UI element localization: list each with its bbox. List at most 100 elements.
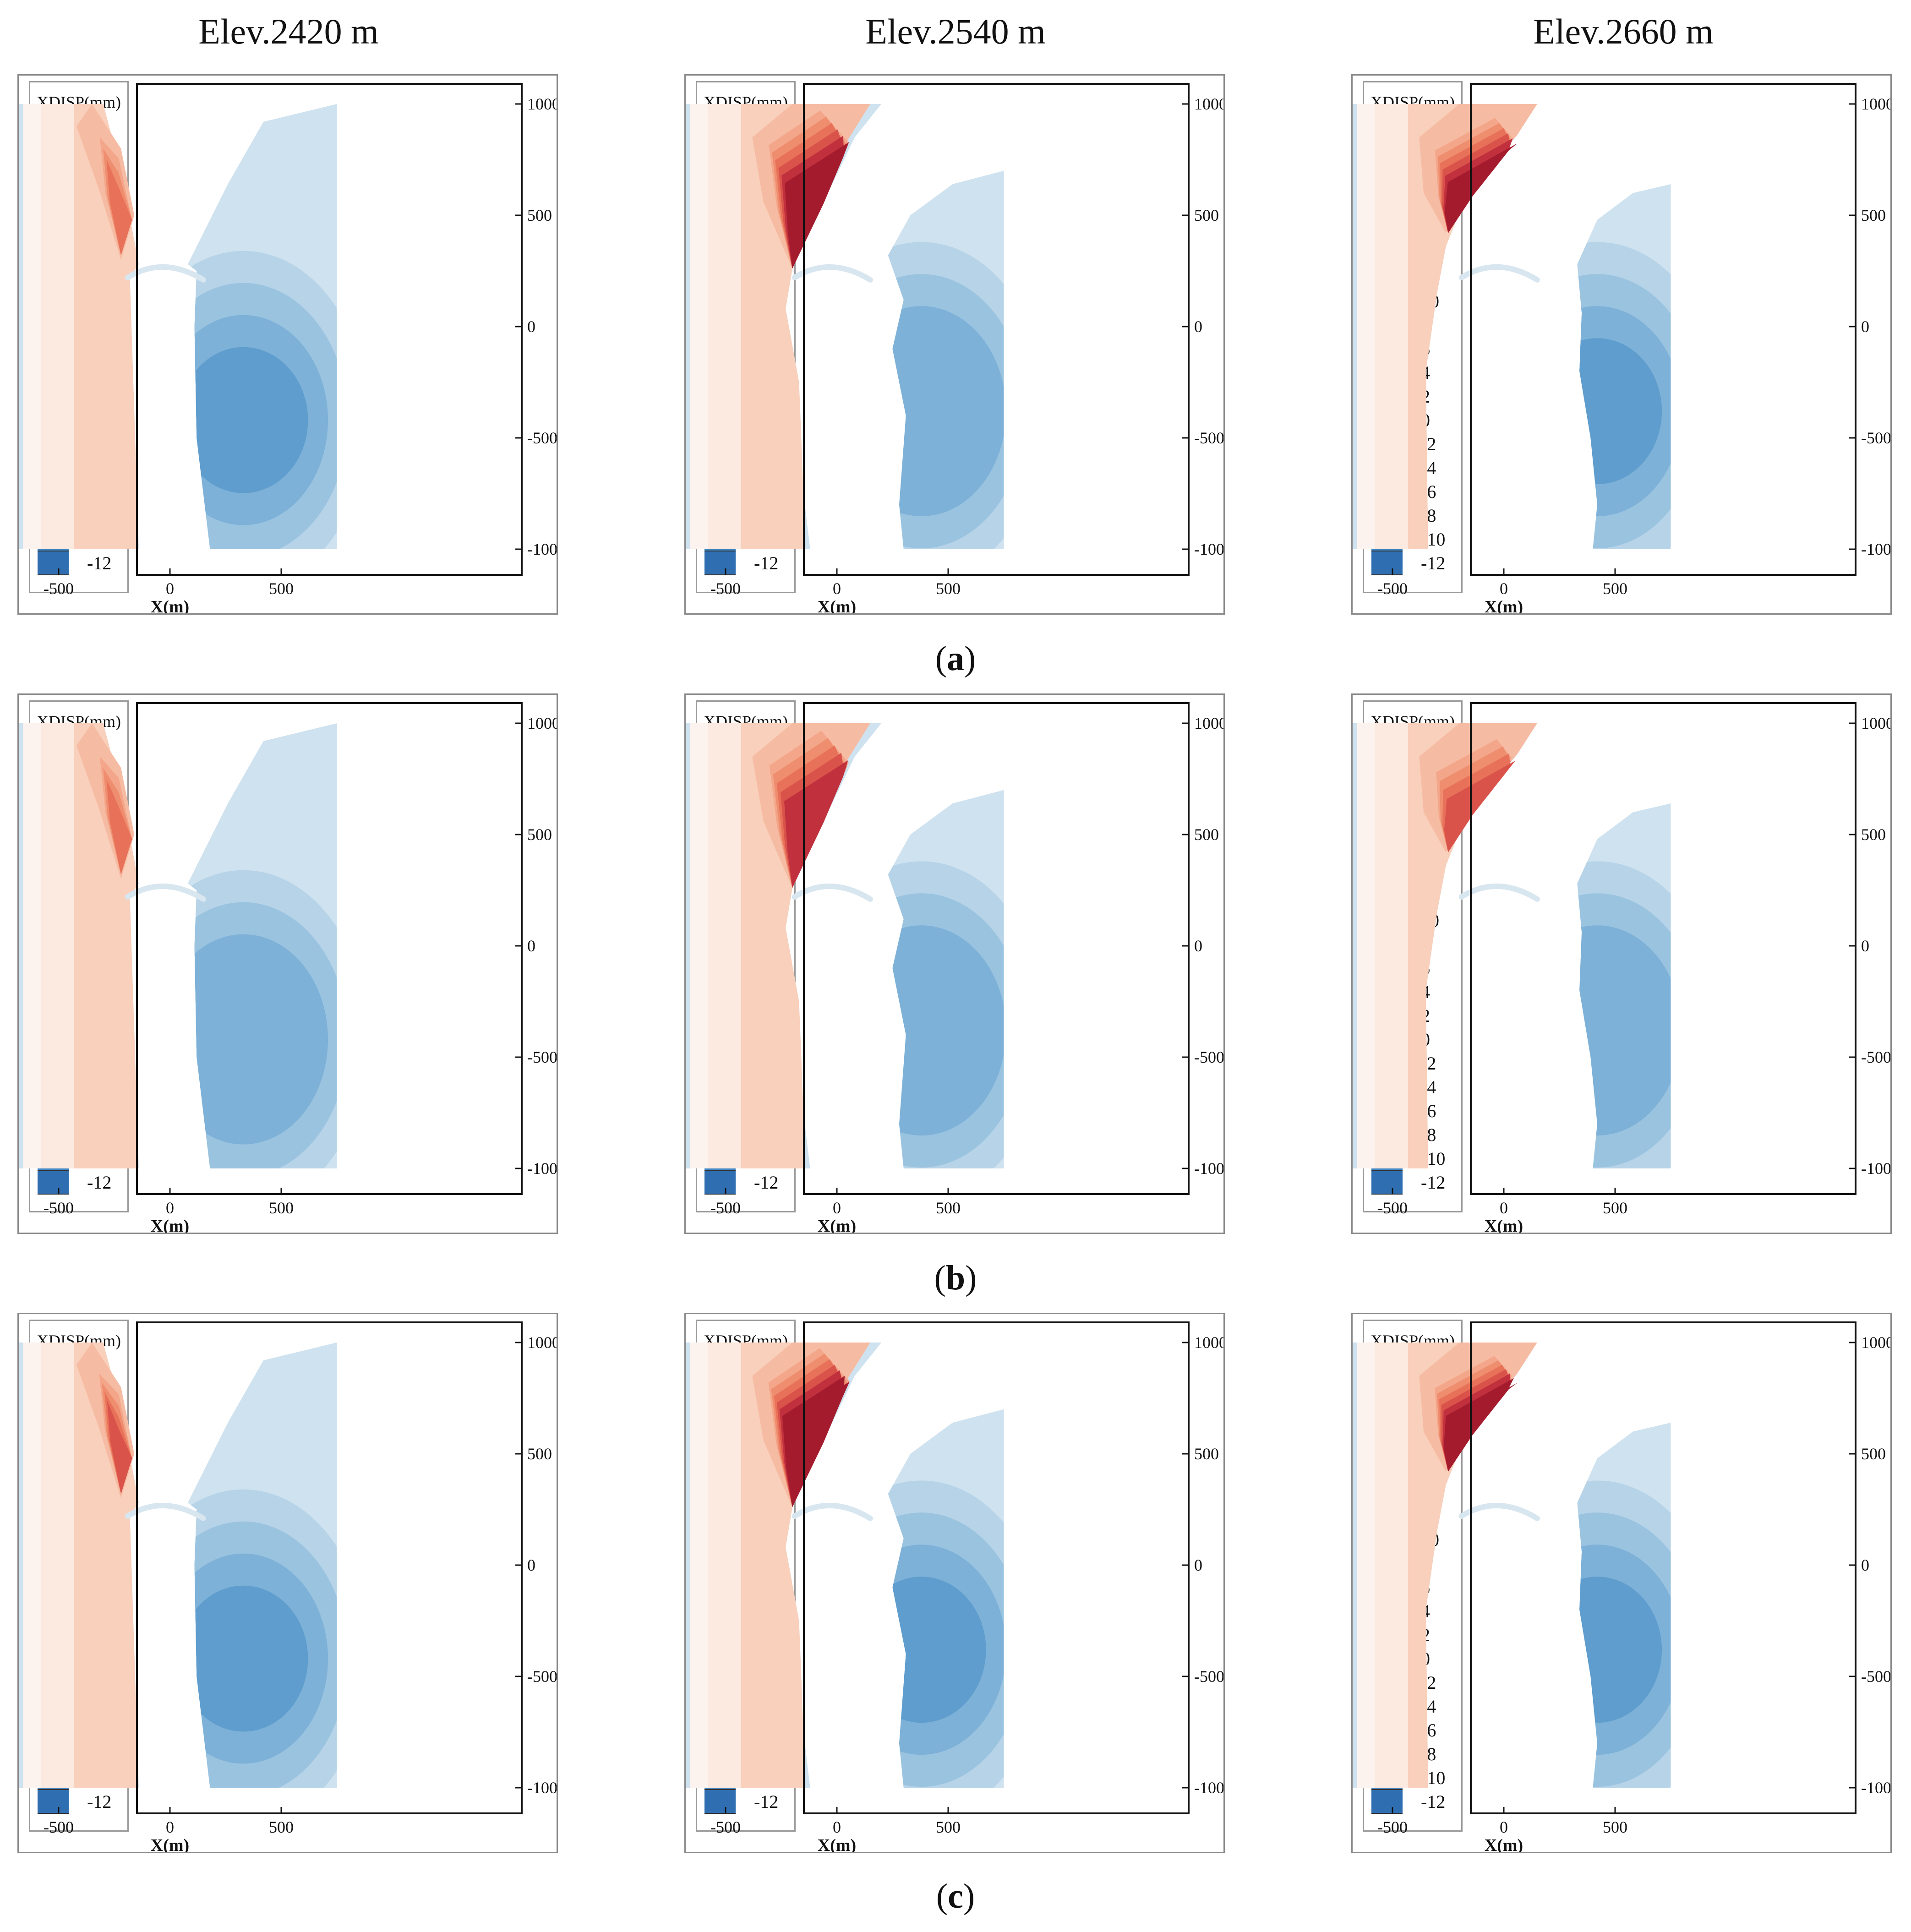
colorbar-swatch [1371,1171,1403,1195]
left-bank-band [708,723,742,1168]
x-tick-label: -500 [1377,1818,1408,1836]
left-bank-contour-24 [1445,1382,1518,1472]
x-axis-label: X(m) [151,597,189,613]
x-tick-label: -500 [1377,1199,1408,1217]
x-tick-label: -500 [44,579,74,598]
y-tick-label: 0 [1861,1556,1869,1574]
plot-frame [136,83,523,576]
left-bank-band [690,723,708,1168]
plot-frame [803,702,1190,1195]
plot-frame [1470,702,1856,1195]
left-bank-band [1375,1343,1409,1788]
y-tick-label: 1000 [1861,714,1890,732]
right-bank-contour--6 [187,934,328,1145]
row-label-b: (b) [934,1259,977,1297]
colorbar-label: -12 [87,1172,112,1193]
left-bank-band [690,104,708,549]
left-bank-band [1357,1343,1375,1788]
x-tick-label: 0 [833,579,841,598]
right-bank-contour--8 [1577,338,1662,485]
colorbar-swatch [38,551,69,575]
x-axis-label: X(m) [1485,1836,1523,1852]
y-tick-label: -500 [1861,1048,1890,1066]
y-tick-label: 0 [1861,317,1869,336]
y-tick-label: -1000 [1861,1779,1890,1797]
left-bank-band [1357,723,1375,1168]
colorbar-swatch [1371,551,1403,575]
y-tick-label: 500 [527,206,552,224]
colorbar-label: -12 [1421,553,1446,573]
left-bank-band [686,723,690,1168]
contour-panel-a-1: XDISP(mm)242220181614121086420-2-4-6-8-1… [17,74,558,615]
y-tick-label: 0 [527,1556,535,1574]
y-tick-label: -1000 [1861,1159,1890,1178]
x-axis-label: X(m) [818,1217,856,1233]
left-bank-contour-16 [106,779,132,875]
arch-dam [1458,264,1540,283]
left-bank-band [19,104,23,549]
y-tick-label: -500 [527,429,557,447]
x-tick-label: 500 [936,1818,961,1836]
y-tick-label: -500 [1194,429,1223,447]
y-tick-label: 500 [1194,206,1219,224]
plot-frame [136,702,523,1195]
right-bank-contour--8 [187,1585,308,1732]
left-bank-band [1357,104,1375,549]
x-tick-label: 0 [833,1818,841,1836]
left-bank-band [19,723,23,1168]
right-bank-contour--8 [187,347,308,493]
y-tick-label: -500 [1861,1667,1890,1686]
left-bank-contour-22 [1444,143,1518,233]
colorbar-swatch [704,551,736,575]
x-tick-label: -500 [710,1818,741,1836]
arch-dam [792,264,873,283]
left-bank-band [23,723,41,1168]
x-axis-label: X(m) [151,1217,189,1233]
contour-panel-b-2: XDISP(mm)242220181614121086420-2-4-6-8-1… [684,693,1225,1234]
left-bank-band [23,104,41,549]
right-bank-contour--6 [888,925,1004,1136]
y-tick-label: 500 [1861,825,1886,844]
arch-dam [125,264,206,283]
contour-panel-a-2: XDISP(mm)242220181614121086420-2-4-6-8-1… [684,74,1225,615]
colorbar-swatch [1371,1790,1403,1814]
y-tick-label: 0 [1194,937,1202,955]
y-tick-label: 1000 [527,1333,557,1352]
y-tick-label: -1000 [1861,540,1890,558]
arch-dam [792,1502,873,1521]
left-bank-band [686,1343,690,1788]
y-tick-label: -1000 [527,1779,557,1797]
left-bank-band [708,104,742,549]
arch-dam [125,883,206,902]
x-tick-label: -500 [1377,579,1408,598]
y-tick-label: 0 [1194,1556,1202,1574]
colorbar-label: -12 [87,553,112,573]
colorbar-label: -12 [1421,1791,1446,1812]
plot-frame [803,83,1190,576]
contour-panel-b-1: XDISP(mm)242220181614121086420-2-4-6-8-1… [17,693,558,1234]
colorbar-label: -12 [754,1791,779,1812]
contour-panel-c-3: XDISP(mm)242220181614121086420-2-4-6-8-1… [1351,1313,1892,1853]
plot-frame [136,1321,523,1814]
plot-frame [803,1321,1190,1814]
right-bank-contour--8 [1577,1577,1662,1723]
left-bank-band [41,104,75,549]
x-tick-label: -500 [44,1818,74,1836]
x-tick-label: 500 [936,579,961,598]
left-bank-contour-20 [784,760,848,888]
x-tick-label: 500 [269,1199,294,1217]
left-bank-contour-18 [107,1400,132,1494]
x-tick-label: 0 [833,1199,841,1217]
colorbar-label: -12 [754,553,779,573]
column-title-1: Elev.2420 m [198,11,379,51]
x-tick-label: 500 [269,1818,294,1836]
colorbar-swatch [38,1171,69,1195]
x-tick-label: -500 [710,579,741,598]
left-bank-band [23,1343,41,1788]
colorbar-swatch [704,1790,736,1814]
